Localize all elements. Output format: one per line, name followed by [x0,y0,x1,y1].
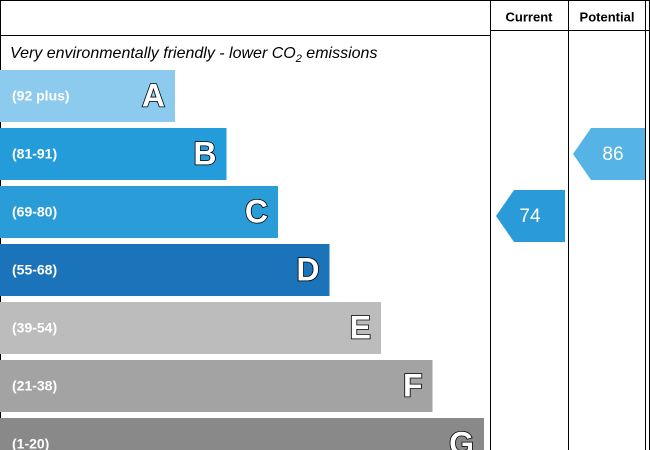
band-range: (1-20) [12,436,49,450]
band-range: (39-54) [12,320,57,336]
band-bar [0,302,381,354]
subtitle: Very environmentally friendly - lower CO… [10,45,377,65]
subtitle-text: emissions [302,45,378,62]
subtitle-text: Very environmentally friendly - lower CO [10,45,296,62]
band-bar [0,244,330,296]
band-range: (92 plus) [12,88,70,104]
band-range: (69-80) [12,204,57,220]
subtitle-subscript: 2 [295,53,302,65]
band-bar [0,70,175,122]
current-rating: 74 [519,206,541,227]
band-letter: E [350,309,371,345]
potential-header: Potential [580,9,635,24]
potential-rating: 86 [602,144,623,165]
potential-arrow [573,128,645,180]
band-bar [0,418,484,450]
band-letter: D [296,251,319,287]
band-bar [0,360,433,412]
band-range: (81-91) [12,146,57,162]
band-letter: F [403,367,423,403]
band-range: (55-68) [12,262,57,278]
band-bar [0,186,278,238]
band-letter: A [142,77,165,113]
band-letter: C [245,193,268,229]
band-bar [0,128,227,180]
band-letter: G [449,425,474,450]
current-header: Current [506,9,554,24]
current-arrow [496,190,565,242]
band-range: (21-38) [12,378,57,394]
band-letter: B [193,135,216,171]
